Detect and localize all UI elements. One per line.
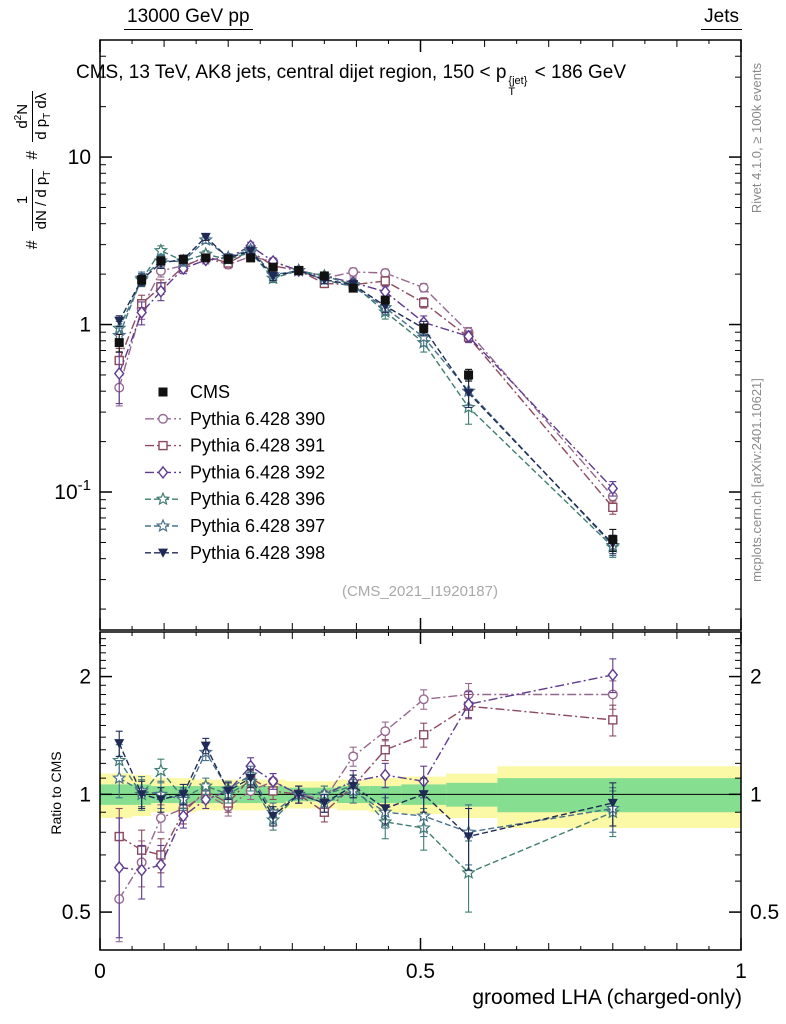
main-y-tick-label: 10	[68, 146, 91, 169]
pt-subscript: T	[508, 86, 516, 98]
pt-symbol: p	[495, 62, 507, 83]
legend-label-pythia-6-428-391: Pythia 6.428 391	[190, 436, 325, 456]
series-line	[118, 236, 614, 545]
fraction-d2n: d2N d pT dλ	[12, 90, 53, 142]
ratio-y-tick-label-left: 1	[79, 783, 91, 806]
rivet-version-note: Rivet 4.1.0, ≥ 100k events	[749, 62, 764, 214]
ratio-y-tick-label-right: 0.5	[750, 901, 779, 924]
plot-title: CMS, 13 TeV, AK8 jets, central dijet reg…	[76, 62, 626, 98]
axes: 10 1 10-1 2 2 1 1 0.5 0.5 0 0.5 1	[54, 39, 779, 983]
legend-label-pythia-6-428-397: Pythia 6.428 397	[190, 516, 325, 536]
ratio-y-axis-label: Ratio to CMS	[48, 751, 64, 835]
legend-label-pythia-6-428-390: Pythia 6.428 390	[190, 409, 325, 429]
x-tick-label: 0	[94, 960, 106, 983]
ratio-y-tick-label-right: 1	[750, 783, 762, 806]
beam-energy-label: 13000 GeV pp	[124, 6, 253, 30]
ratio-y-tick-label-right: 2	[750, 666, 762, 689]
plot-title-suffix: < 186 GeV	[529, 62, 627, 83]
ratio-line	[118, 750, 613, 833]
series-line	[118, 255, 614, 497]
series-main-pythia-6-428-392	[113, 239, 619, 497]
mcplots-attribution-note: mcplots.cern.ch [arXiv:2401.10621]	[749, 378, 764, 582]
analysis-id-watermark: (CMS_2021_I1920187)	[342, 583, 498, 600]
process-label: Jets	[701, 6, 742, 30]
fraction-one-over-dndpt: 1 dN / d pT	[13, 168, 53, 232]
main-y-tick-label: 1	[79, 314, 91, 337]
main-y-tick-label: 10-1	[54, 477, 91, 504]
legend-label-pythia-6-428-396: Pythia 6.428 396	[190, 489, 325, 509]
plot-title-prefix: CMS, 13 TeV, AK8 jets, central dijet reg…	[76, 62, 496, 83]
series-ratio-pythia-6-428-398	[114, 730, 618, 871]
pt-superscript: {jet}	[508, 75, 528, 87]
ratio-y-tick-label-left: 2	[79, 666, 91, 689]
pt-supsub: {jet} T	[508, 76, 527, 98]
hash-symbol: #	[24, 150, 41, 160]
legend: CMS Pythia 6.428 390 Pythia 6.428 391 Pythi…	[145, 382, 325, 563]
main-y-axis-label: # 1 dN / d pT # d2N d pT dλ	[8, 10, 58, 330]
x-axis-title: groomed LHA (charged-only)	[472, 986, 742, 1009]
legend-label-pythia-6-428-398: Pythia 6.428 398	[190, 543, 325, 563]
x-tick-label: 1	[735, 960, 747, 983]
x-tick-label: 0.5	[406, 960, 435, 983]
ratio-y-tick-label-left: 0.5	[62, 901, 91, 924]
series-main-cms	[114, 253, 618, 552]
legend-label-pythia-6-428-392: Pythia 6.428 392	[190, 462, 325, 482]
legend-label-cms: CMS	[190, 382, 230, 402]
hash-symbol: #	[24, 240, 41, 250]
